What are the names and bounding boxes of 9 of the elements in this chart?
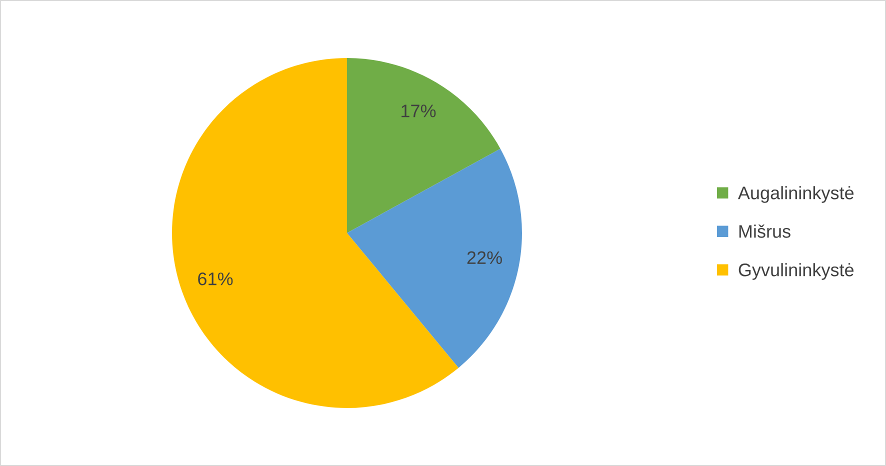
pie-slice: [347, 58, 500, 233]
data-label: 17%: [402, 104, 436, 118]
legend-label: Mišrus: [739, 224, 790, 238]
pie-slice: [347, 148, 522, 368]
data-label: 22%: [467, 251, 502, 264]
legend-label: Augalininkystė: [738, 186, 854, 203]
pie-slice: [172, 58, 459, 408]
data-label: 61%: [198, 272, 233, 286]
legend-label: Gyvulininkystė: [738, 263, 854, 280]
